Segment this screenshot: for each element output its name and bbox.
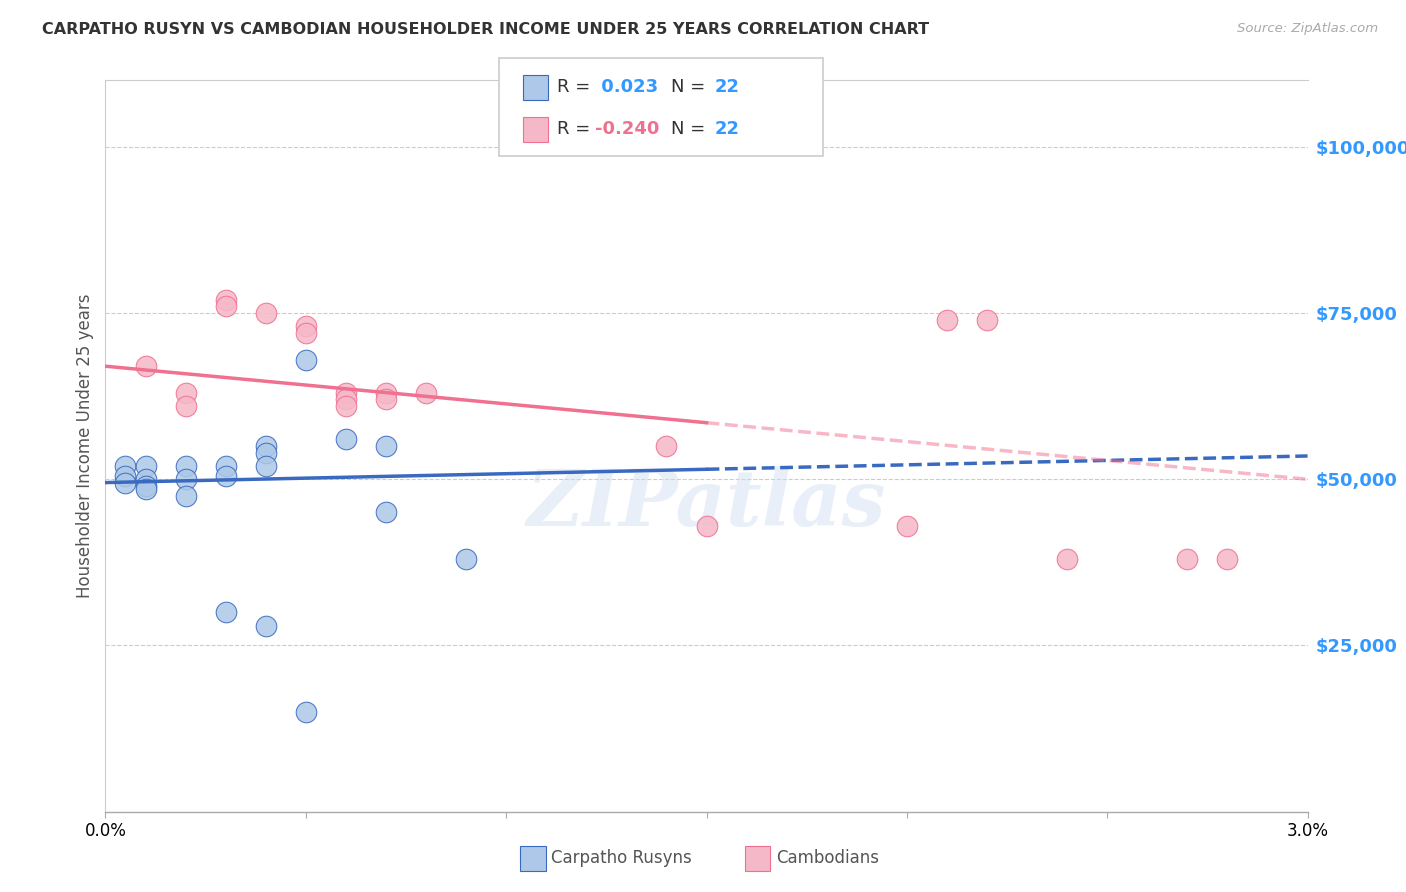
Point [254,306,277,320]
Point [1056,552,1078,566]
Text: 22: 22 [714,120,740,138]
Point [174,489,197,503]
Text: CARPATHO RUSYN VS CAMBODIAN HOUSEHOLDER INCOME UNDER 25 YEARS CORRELATION CHART: CARPATHO RUSYN VS CAMBODIAN HOUSEHOLDER … [42,22,929,37]
Point [254,445,277,459]
Point [374,385,398,400]
Point [1175,552,1198,566]
Point [174,399,197,413]
Point [295,319,318,334]
Point [295,705,318,719]
Text: Source: ZipAtlas.com: Source: ZipAtlas.com [1237,22,1378,36]
Point [174,472,197,486]
Point [335,399,357,413]
Text: 0.023: 0.023 [595,78,658,96]
Point [335,433,357,447]
Point [214,469,236,483]
Point [214,299,236,313]
Point [254,458,277,473]
Point [114,475,136,490]
Point [696,518,718,533]
Text: N =: N = [671,78,710,96]
Point [976,312,998,326]
Point [135,482,157,496]
Text: Cambodians: Cambodians [776,849,879,867]
Point [214,293,236,307]
Point [936,312,959,326]
Point [1216,552,1239,566]
Text: ZIPatlas: ZIPatlas [527,467,886,542]
Text: R =: R = [557,120,596,138]
Point [896,518,918,533]
Y-axis label: Householder Income Under 25 years: Householder Income Under 25 years [76,293,94,599]
Point [374,439,398,453]
Point [135,479,157,493]
Point [214,458,236,473]
Point [174,458,197,473]
Point [114,469,136,483]
Point [135,458,157,473]
Point [295,352,318,367]
Point [295,326,318,340]
Point [374,392,398,407]
Text: 22: 22 [714,78,740,96]
Point [374,506,398,520]
Point [214,605,236,619]
Point [335,385,357,400]
Point [254,618,277,632]
Point [454,552,477,566]
Point [655,439,678,453]
Text: Carpatho Rusyns: Carpatho Rusyns [551,849,692,867]
Point [335,392,357,407]
Text: R =: R = [557,78,596,96]
Point [174,385,197,400]
Text: -0.240: -0.240 [595,120,659,138]
Point [135,359,157,374]
Point [135,472,157,486]
Point [114,458,136,473]
Text: N =: N = [671,120,710,138]
Point [254,439,277,453]
Point [415,385,437,400]
